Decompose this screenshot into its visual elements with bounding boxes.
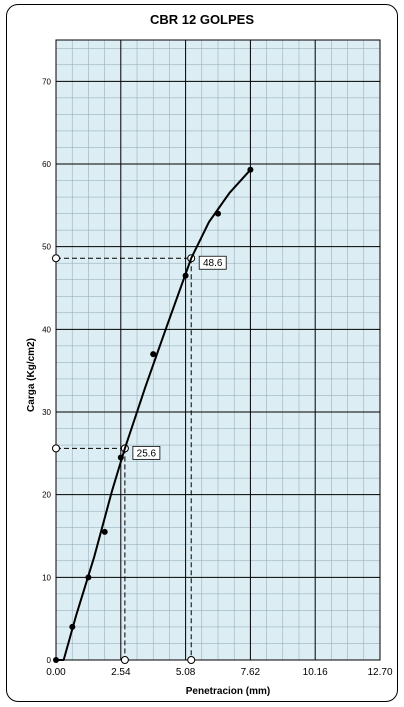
annotation-label-box xyxy=(198,255,227,270)
x-tick-label: 12.70 xyxy=(367,667,392,678)
y-tick-label: 40 xyxy=(42,325,51,334)
x-axis-label: Penetracion (mm) xyxy=(186,686,270,697)
plot-border xyxy=(55,39,381,661)
y-tick-label: 50 xyxy=(42,243,51,252)
annotation-marker-y xyxy=(52,444,60,453)
annotation-marker-x xyxy=(120,656,129,664)
x-tick-label: 0.00 xyxy=(46,667,66,678)
annotation-marker-x xyxy=(187,656,196,664)
y-tick-label: 10 xyxy=(42,573,51,582)
data-point xyxy=(150,351,157,358)
x-tick-label: 7.62 xyxy=(241,667,261,678)
y-tick-label: 30 xyxy=(42,408,51,417)
chart-title: CBR 12 GOLPES xyxy=(150,12,254,27)
plot-area: 0.00 2.54 5.08 7.62 10.16 12.70 0 10 20 30 40 50 60 7… xyxy=(42,39,393,678)
data-point xyxy=(53,657,59,663)
y-tick-label: 60 xyxy=(42,160,51,169)
annotation-label-box xyxy=(132,445,161,460)
chart-frame xyxy=(6,4,398,702)
y-tick-label: 0 xyxy=(47,656,52,665)
data-point xyxy=(215,210,221,217)
y-tick-label: 70 xyxy=(42,77,51,86)
annotation-label: 25.6 xyxy=(137,448,157,459)
x-tick-label: 10.16 xyxy=(303,667,328,678)
data-point xyxy=(117,454,124,461)
fitted-curve xyxy=(56,169,252,661)
data-point xyxy=(247,166,254,173)
data-point xyxy=(69,623,76,630)
y-axis-label: Carga (Kg/cm2) xyxy=(26,338,37,412)
x-tick-label: 5.08 xyxy=(176,667,196,678)
annotation-marker-y xyxy=(52,254,60,263)
annotation-label: 48.6 xyxy=(203,258,223,269)
data-point xyxy=(182,272,189,279)
x-tick-label: 2.54 xyxy=(111,667,131,678)
y-tick-label: 20 xyxy=(42,491,51,500)
data-point xyxy=(101,528,108,535)
data-point xyxy=(85,574,92,581)
